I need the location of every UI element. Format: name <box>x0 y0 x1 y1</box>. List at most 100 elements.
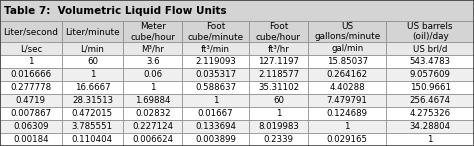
Text: ft³/hr: ft³/hr <box>268 44 289 53</box>
Text: 0.227124: 0.227124 <box>132 122 173 131</box>
Text: 0.003899: 0.003899 <box>195 135 236 144</box>
Bar <box>308 68 386 81</box>
Text: 0.588637: 0.588637 <box>195 83 236 92</box>
Bar <box>308 81 386 94</box>
Text: 1: 1 <box>90 70 95 79</box>
Text: 0.06: 0.06 <box>143 70 163 79</box>
Bar <box>249 107 308 120</box>
Text: 7.479791: 7.479791 <box>327 96 368 105</box>
Text: 0.277778: 0.277778 <box>10 83 51 92</box>
Text: 0.016666: 0.016666 <box>10 70 51 79</box>
Text: Liter/second: Liter/second <box>3 27 58 36</box>
Bar <box>249 94 308 107</box>
Bar <box>0 81 62 94</box>
Text: 8.019983: 8.019983 <box>258 122 299 131</box>
Text: Foot
cube/minute: Foot cube/minute <box>188 22 244 41</box>
Bar <box>62 133 123 146</box>
Text: 0.133694: 0.133694 <box>195 122 236 131</box>
Bar <box>0 21 62 42</box>
Bar <box>62 42 123 55</box>
Bar <box>62 81 123 94</box>
Text: L/min: L/min <box>81 44 104 53</box>
Text: 60: 60 <box>87 57 98 66</box>
Bar <box>0 55 62 68</box>
Bar <box>386 55 474 68</box>
Text: 256.4674: 256.4674 <box>410 96 451 105</box>
Text: 2.119093: 2.119093 <box>195 57 236 66</box>
Text: 0.01667: 0.01667 <box>198 109 234 118</box>
Bar <box>62 120 123 133</box>
Bar <box>386 94 474 107</box>
Text: 543.4783: 543.4783 <box>410 57 451 66</box>
Text: 1: 1 <box>345 122 350 131</box>
Text: 1: 1 <box>28 57 34 66</box>
Bar <box>123 81 182 94</box>
Bar <box>123 42 182 55</box>
Bar <box>123 107 182 120</box>
Text: 0.02832: 0.02832 <box>135 109 171 118</box>
Text: 1: 1 <box>213 96 219 105</box>
Text: 0.029165: 0.029165 <box>327 135 368 144</box>
Text: 1: 1 <box>276 109 281 118</box>
Bar <box>249 21 308 42</box>
Text: 0.124689: 0.124689 <box>327 109 368 118</box>
Bar <box>182 133 249 146</box>
Bar <box>182 81 249 94</box>
Text: 0.110404: 0.110404 <box>72 135 113 144</box>
Text: 9.057609: 9.057609 <box>410 70 451 79</box>
Text: 127.1197: 127.1197 <box>258 57 299 66</box>
Text: 3.6: 3.6 <box>146 57 160 66</box>
Bar <box>0 120 62 133</box>
Bar <box>123 133 182 146</box>
Bar <box>182 55 249 68</box>
Text: Meter
cube/hour: Meter cube/hour <box>130 22 175 41</box>
Text: 1: 1 <box>428 135 433 144</box>
Bar <box>308 42 386 55</box>
Bar <box>0 133 62 146</box>
Bar <box>308 55 386 68</box>
Text: M³/hr: M³/hr <box>141 44 164 53</box>
Text: 1: 1 <box>150 83 155 92</box>
Text: 0.472015: 0.472015 <box>72 109 113 118</box>
Bar <box>123 68 182 81</box>
Bar <box>182 107 249 120</box>
Bar <box>308 107 386 120</box>
Bar <box>62 55 123 68</box>
Bar <box>249 42 308 55</box>
Text: 35.31102: 35.31102 <box>258 83 299 92</box>
Bar <box>386 68 474 81</box>
Text: ft³/min: ft³/min <box>201 44 230 53</box>
Bar <box>62 21 123 42</box>
Bar <box>123 21 182 42</box>
Text: US
gallons/minute: US gallons/minute <box>314 22 380 41</box>
Text: 0.00184: 0.00184 <box>13 135 49 144</box>
Bar <box>0 68 62 81</box>
Bar <box>0 42 62 55</box>
Text: 0.264162: 0.264162 <box>327 70 368 79</box>
Bar <box>0 107 62 120</box>
Bar <box>0 0 474 21</box>
Text: 0.4719: 0.4719 <box>16 96 46 105</box>
Text: 0.06309: 0.06309 <box>13 122 48 131</box>
Bar <box>308 94 386 107</box>
Bar <box>386 133 474 146</box>
Text: 16.6667: 16.6667 <box>74 83 110 92</box>
Text: L/sec: L/sec <box>20 44 42 53</box>
Text: Table 7:  Volumetric Liquid Flow Units: Table 7: Volumetric Liquid Flow Units <box>4 6 227 16</box>
Text: 2.118577: 2.118577 <box>258 70 299 79</box>
Text: 0.006624: 0.006624 <box>132 135 173 144</box>
Bar <box>182 120 249 133</box>
Bar <box>62 94 123 107</box>
Text: 28.31513: 28.31513 <box>72 96 113 105</box>
Bar <box>182 42 249 55</box>
Bar <box>249 55 308 68</box>
Bar <box>386 42 474 55</box>
Bar <box>62 107 123 120</box>
Text: US brl/d: US brl/d <box>413 44 447 53</box>
Text: 34.28804: 34.28804 <box>410 122 451 131</box>
Text: 4.275326: 4.275326 <box>410 109 451 118</box>
Text: 60: 60 <box>273 96 284 105</box>
Bar <box>386 21 474 42</box>
Text: 1.69884: 1.69884 <box>135 96 171 105</box>
Text: 4.40288: 4.40288 <box>329 83 365 92</box>
